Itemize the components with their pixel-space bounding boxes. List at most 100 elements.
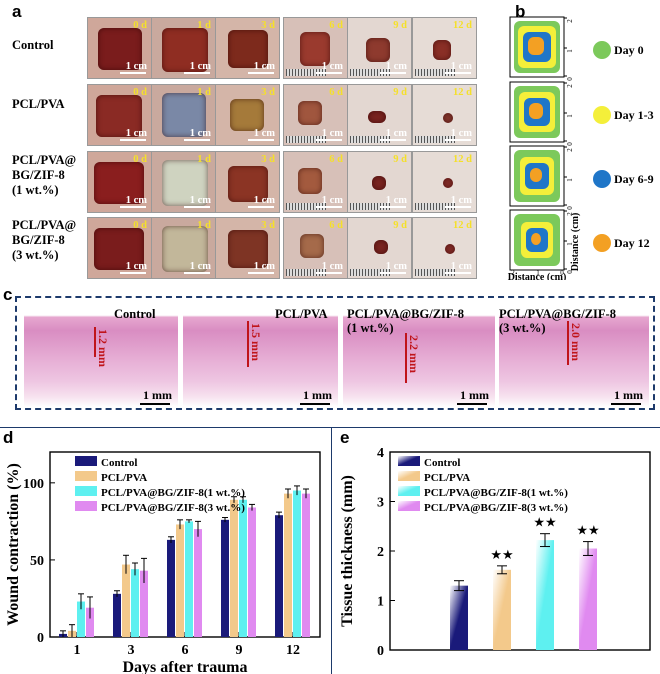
thickness-label: 1.5 mm [249,323,263,361]
scale-bar-label: 1 mm [143,388,172,402]
x-tick-label: 0 [560,269,564,277]
ruler [286,136,326,143]
day-label: 3 d [261,20,275,31]
wound-photo: 0 d 1 cm [87,151,152,213]
panel-d-letter: d [3,428,14,447]
outline-day-12 [531,233,541,245]
wound-photo: 6 d 1 cm [283,151,348,213]
wound-area [162,28,208,72]
scale-bar-label: 1 mm [460,388,489,402]
scale-bar-label: 1 cm [385,61,407,72]
legend-swatch [75,501,97,511]
scale-bar-label: 1 cm [450,195,472,206]
day-label: 12 d [453,20,472,31]
legend-label: Day 12 [614,236,650,250]
wound-photo: 0 d 1 cm [87,17,152,79]
scale-bar [248,139,274,141]
y-axis-label: Distance (cm) [570,213,581,272]
legend-entry: Day 6-9 [593,170,654,188]
thickness-arrow [247,321,249,367]
scale-bar [248,206,274,208]
day-label: 9 d [393,87,407,98]
panel-e-frame [331,428,332,674]
histology-image: Control 1.2 mm 1 mm [24,305,178,407]
scale-bar [457,403,487,405]
significance-mark: ★★ [490,547,513,562]
day-label: 9 d [393,220,407,231]
y-tick-label: 3 [377,496,384,511]
wound-area [98,28,142,70]
scale-bar [120,72,146,74]
histology-title: Control [114,307,156,321]
scale-bar-label: 1 cm [385,261,407,272]
legend-swatch [398,486,420,496]
scale-bar [184,206,210,208]
scale-bar [248,272,274,274]
wound-area [96,95,142,137]
legend-label: Day 0 [614,43,644,57]
scale-bar-label: 1 cm [253,128,275,139]
bar [113,593,121,637]
day-label: 0 d [133,87,147,98]
scale-bar [120,272,146,274]
ruler [415,69,455,76]
wound-photo: 12 d 1 cm [412,151,477,213]
y-tick-label: 2 [566,19,574,23]
x-axis-label: Days after trauma [122,659,247,674]
wound-area [162,160,208,206]
y-tick-label: 1 [566,242,574,246]
ruler [350,203,390,210]
panel-e-letter: e [340,428,350,447]
x-axis-label: Distance (cm) [508,272,567,280]
scale-bar-label: 1 cm [321,261,343,272]
legend-marker [593,41,611,59]
legend-marker [593,170,611,188]
y-axis-label: Wound contraction (%) [5,463,22,626]
y-tick-label: 0 [566,206,574,210]
wound-area [162,93,206,137]
scale-bar [445,72,471,74]
x-axis: 2 1 0 [511,269,564,277]
wound-photo: 6 d 1 cm [283,217,348,279]
bar [86,607,94,637]
wound-photo: 3 d 1 cm [215,151,280,213]
scale-bar-label: 1 cm [385,195,407,206]
ruler [350,269,390,276]
bar [275,515,283,637]
outline-plot: 2 1 0 Day 0 [509,16,644,81]
y-tick-label: 2 [566,84,574,88]
wound-photo: 12 d 1 cm [412,84,477,146]
wound-area [368,111,386,123]
day-label: 3 d [261,220,275,231]
scale-bar-label: 1 cm [385,128,407,139]
histology-image: PCL/PVA 1.5 mm 1 mm [183,305,338,407]
wound-photo: 9 d 1 cm [347,17,412,79]
day-label: 6 d [329,20,343,31]
thickness-label: 2.2 mm [407,335,421,373]
x-tick-label: 2 [511,269,515,277]
bar [194,529,202,637]
scale-bar-label: 1 mm [614,388,643,402]
y-tick-label: 2 [566,212,574,216]
day-label: 9 d [393,154,407,165]
y-axis-label: Tissue thickness (mm) [339,475,356,627]
scale-bar [380,139,406,141]
scale-bar-label: 1 cm [125,61,147,72]
wound-area [300,32,330,66]
wound-photo: 0 d 1 cm [87,84,152,146]
thickness-arrow [405,333,407,383]
bar [284,493,292,637]
legend-label: PCL/PVA [101,472,147,484]
bar [221,519,229,637]
wound-photo: 9 d 1 cm [347,151,412,213]
y-tick-label: 0 [37,631,44,646]
ruler [350,69,390,76]
legend-entry: Day 1-3 [593,106,654,124]
scale-bar [380,206,406,208]
scale-bar [184,139,210,141]
day-label: 6 d [329,154,343,165]
row-label: PCL/PVA [12,97,65,111]
legend-swatch [75,486,97,496]
wound-photo: 0 d 1 cm [87,217,152,279]
scale-bar-label: 1 cm [125,261,147,272]
